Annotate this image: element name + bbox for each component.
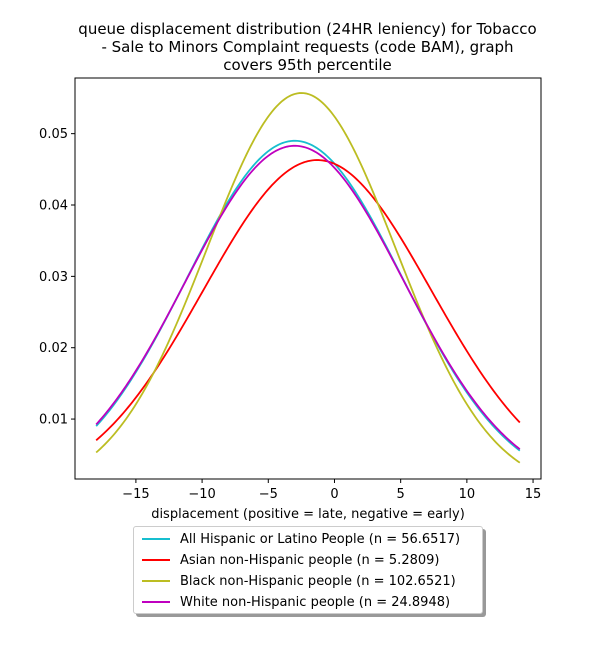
x-axis-label: displacement (positive = late, negative … [151,507,465,522]
y-tick-label: 0.03 [39,270,68,285]
series-line [95,139,521,452]
plot-frame [74,77,542,480]
legend-label: All Hispanic or Latino People (n = 56.65… [180,531,461,547]
series-line [95,92,521,464]
y-axis-ticks: 0.01 0.02 0.03 0.04 0.05 [39,127,75,428]
legend-label: Asian non-Hispanic people (n = 5.2809) [180,552,440,568]
legend-item: Asian non-Hispanic people (n = 5.2809) [142,550,439,570]
x-tick-label: 5 [397,487,405,502]
series-line [95,144,521,450]
series-line [95,159,521,441]
chart-title: queue displacement distribution (24HR le… [40,20,575,74]
y-tick-label: 0.01 [39,413,68,428]
y-tick-label: 0.04 [39,199,68,214]
x-tick-label: −10 [188,487,215,502]
legend-item: Black non-Hispanic people (n = 102.6521) [142,571,456,591]
legend-label: White non-Hispanic people (n = 24.8948) [180,594,451,610]
legend-item: All Hispanic or Latino People (n = 56.65… [142,529,460,549]
legend-swatch [142,601,170,603]
legend-swatch [142,580,170,582]
chart-title-line-3: covers 95th percentile [223,56,392,74]
y-tick-label: 0.02 [39,341,68,356]
legend-swatch [142,559,170,561]
legend-swatch [142,538,170,540]
chart-title-line-2: - Sale to Minors Complaint requests (cod… [101,38,514,56]
x-tick-label: 0 [330,487,338,502]
chart-title-line-1: queue displacement distribution (24HR le… [78,20,537,38]
legend: All Hispanic or Latino People (n = 56.65… [133,526,483,614]
legend-label: Black non-Hispanic people (n = 102.6521) [180,573,456,589]
x-tick-label: 15 [525,487,542,502]
y-tick-label: 0.05 [39,127,68,142]
legend-item: White non-Hispanic people (n = 24.8948) [142,592,450,612]
x-tick-label: −5 [259,487,278,502]
x-tick-label: −15 [122,487,149,502]
series-lines [95,92,521,464]
x-axis-ticks: −15 −10 −5 0 5 10 15 [122,479,541,502]
x-tick-label: 10 [459,487,476,502]
